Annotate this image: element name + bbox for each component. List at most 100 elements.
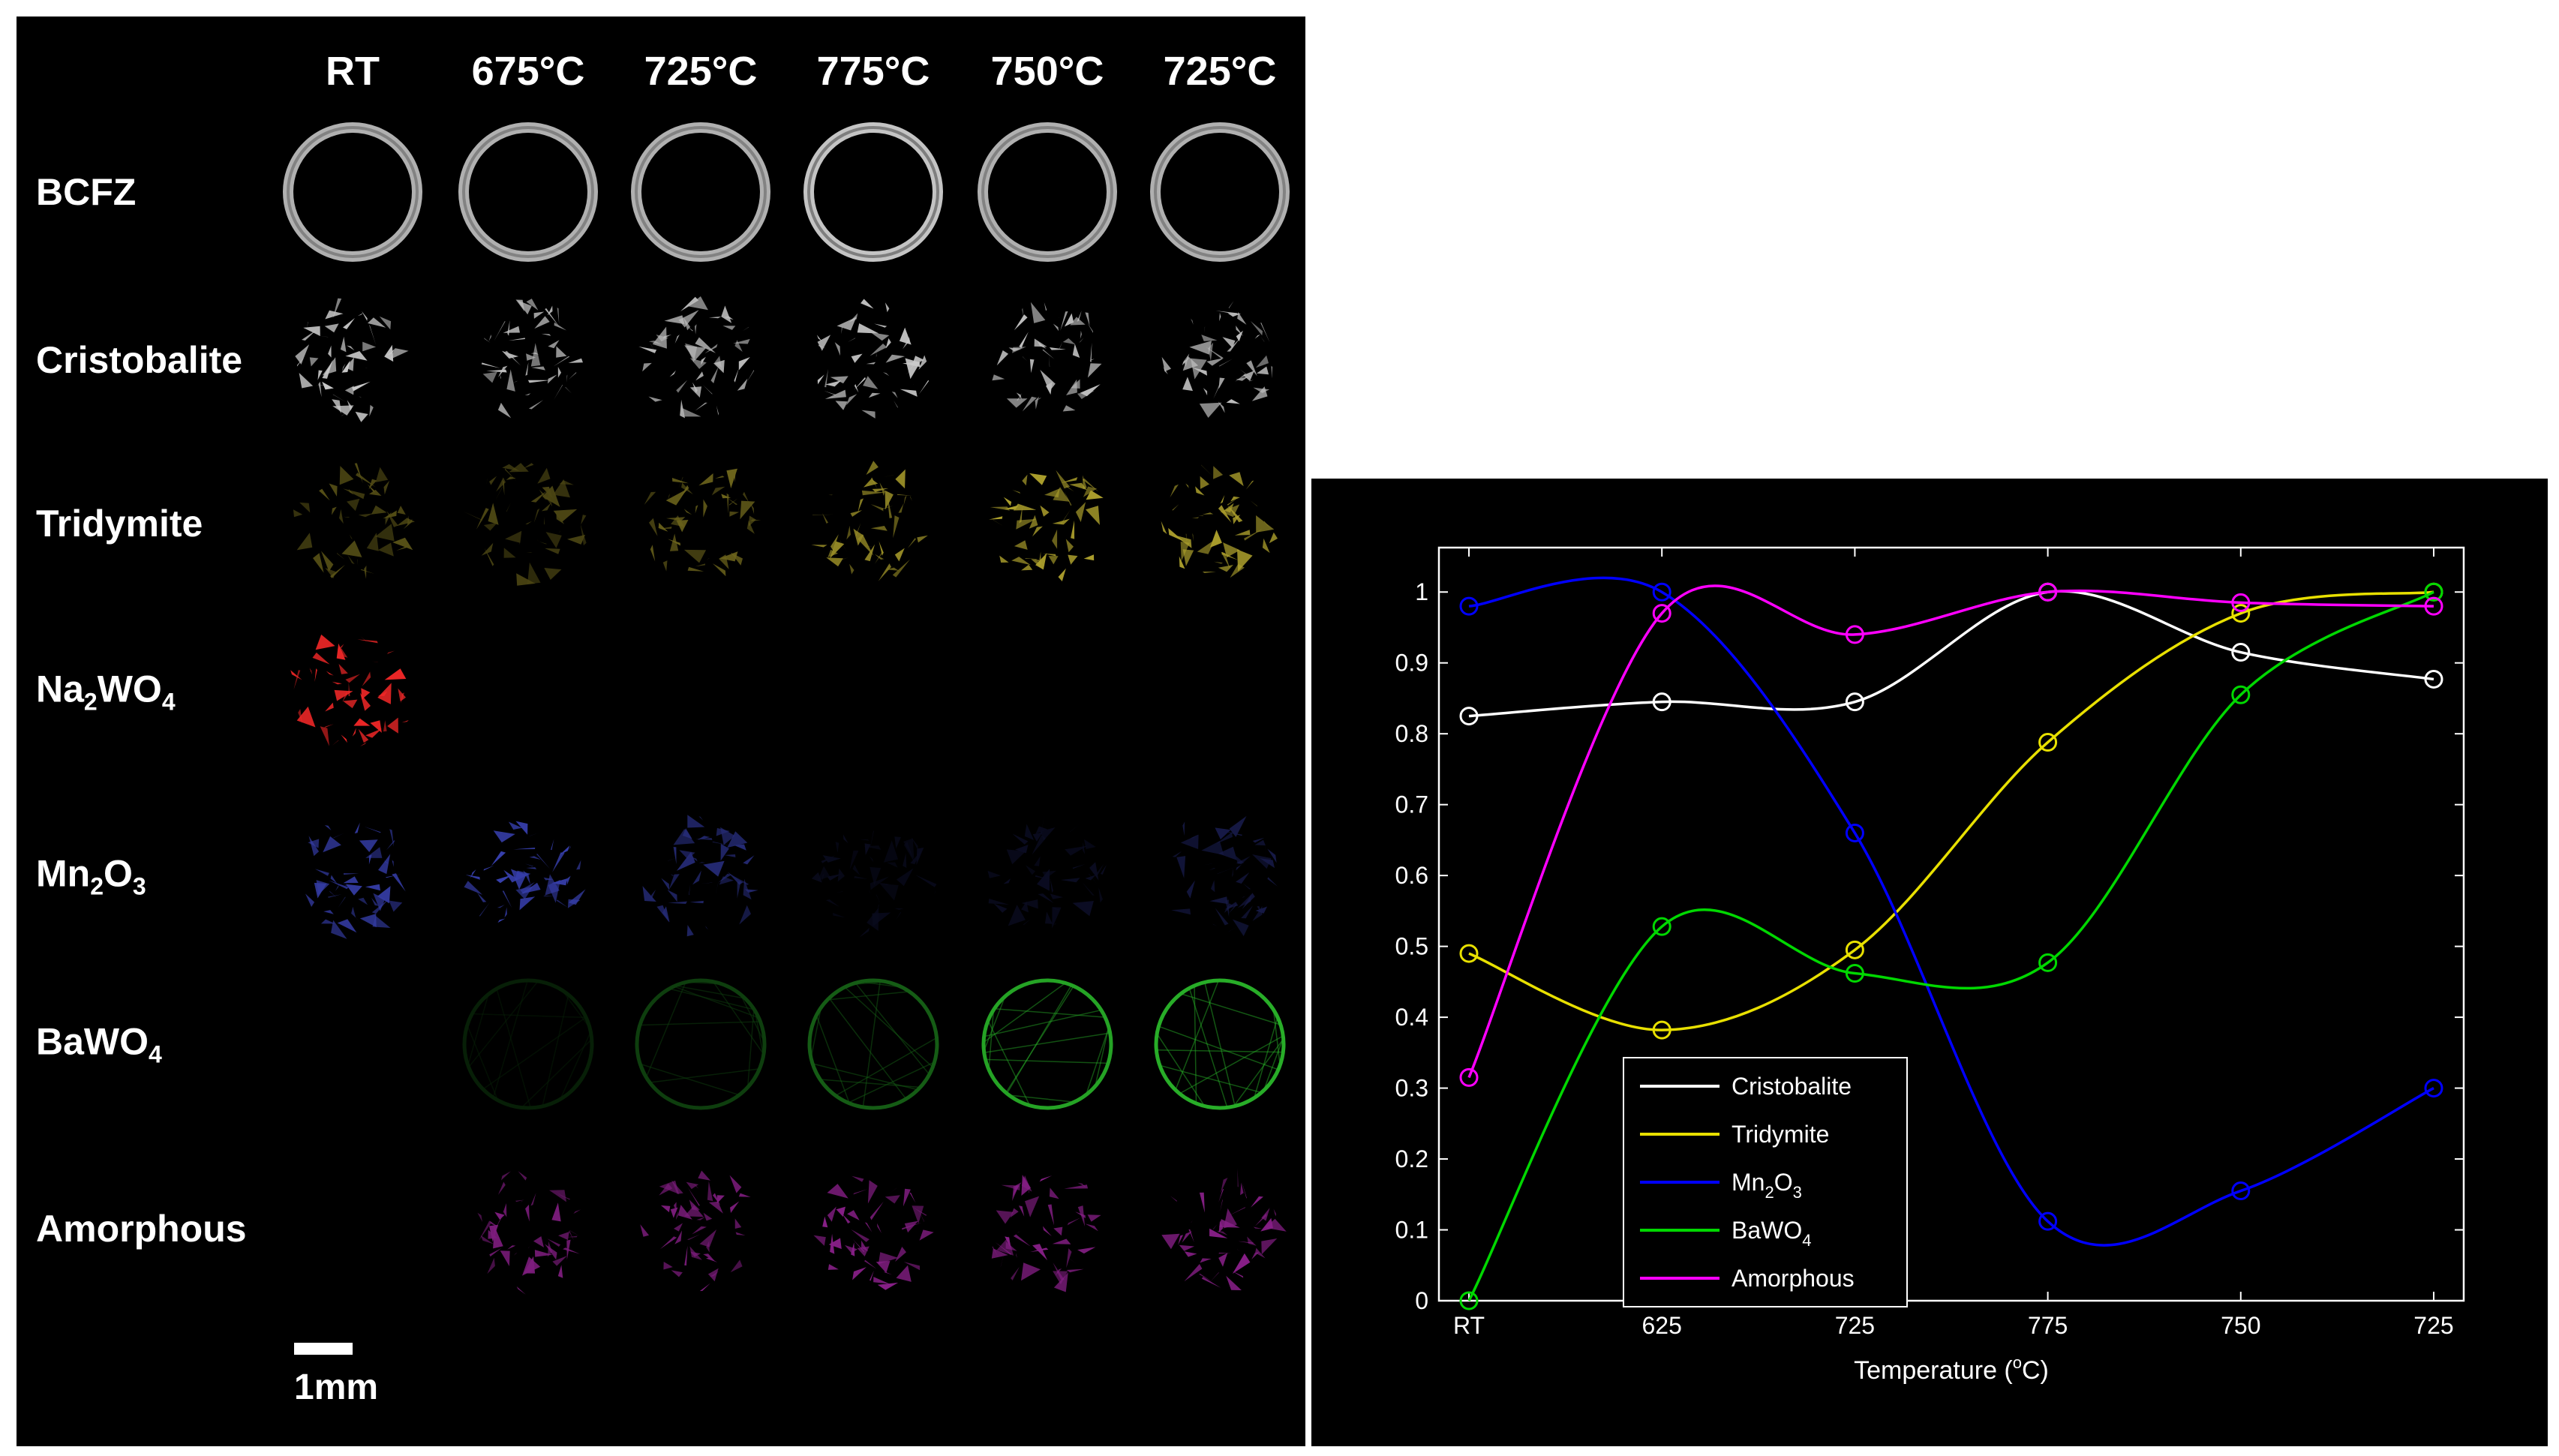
sample-image-bawo4 [635,978,767,1110]
line-chart: 0 0.1 0.2 0.3 0.4 0.5 0.6 0.7 0.8 0.9 1 RT 625 725 775… [1395,546,2465,1385]
data-point [1845,964,1864,983]
sample-image-amorphous [477,1171,581,1295]
column-label: 750°C [990,49,1104,94]
series-line-3 [1467,590,2434,1301]
sample-image-cristobalite [481,299,583,419]
x-tick-label: 750 [2221,1312,2260,1339]
sample-image-mn2o3 [305,822,406,939]
data-point [1459,707,1479,726]
data-point [1845,625,1864,644]
sample-image-cristobalite [992,302,1102,412]
legend-label-1: Tridymite [1732,1121,1829,1148]
series-line-2 [1468,576,2434,1247]
data-point [2424,596,2443,616]
data-point [1652,604,1671,623]
sample-image-amorphous [1161,1168,1287,1290]
data-point [1845,692,1864,712]
sample-image-bawo4 [1154,978,1286,1110]
y-tick-label: 0.4 [1395,1004,1428,1031]
sample-image-tridymite [293,463,415,579]
sample-image-cristobalite [295,298,409,422]
y-tick-label: 0.7 [1395,791,1428,818]
x-tick-label: 725 [2413,1312,2453,1339]
y-tick-label: 0.2 [1395,1145,1428,1172]
sample-image-tridymite [989,470,1104,581]
data-point [1459,944,1479,963]
sample-image-mn2o3 [987,811,1107,929]
y-tick-label: 0.5 [1395,933,1428,960]
x-axis-label: Temperature (oC) [1854,1353,2049,1385]
sample-image-tridymite [1161,464,1278,578]
column-label: 775°C [816,49,930,94]
data-point [1845,940,1864,959]
y-tick-label: 0.8 [1395,720,1428,747]
row-label-bcfz: BCFZ [36,171,137,213]
x-tick-label: 725 [1835,1312,1875,1339]
sample-image-cristobalite [638,296,755,419]
y-tick-label: 0.3 [1395,1075,1428,1102]
image-grid-panel: RT 675°C 725°C 775°C 750°C 725°C BCFZ Cristobal… [17,17,1305,1446]
sample-image-bcfz [631,122,770,262]
data-point [2038,1211,2058,1231]
column-label: RT [326,49,380,94]
sample-image-mn2o3 [464,821,586,925]
data-point [1652,582,1671,602]
sample-image-amorphous [640,1170,751,1292]
sample-image-bcfz [283,122,422,262]
legend-label-0: Cristobalite [1732,1073,1852,1100]
column-label: 725°C [1163,49,1277,94]
y-tick-label: 0 [1415,1287,1428,1314]
y-tick-label: 0.9 [1395,650,1428,677]
legend-label-2: Mn2O3 [1732,1169,1802,1202]
data-point [2231,593,2251,612]
scale-bar [294,1343,353,1355]
chart-panel: 0 0.1 0.2 0.3 0.4 0.5 0.6 0.7 0.8 0.9 1 RT 625 725 775… [1311,479,2548,1446]
data-point [2038,582,2058,602]
row-label-bawo4: BaWO4 [36,1020,162,1068]
data-point [2424,669,2443,689]
data-point [2424,1079,2443,1098]
data-point [1652,1020,1671,1040]
sample-image-mn2o3 [642,815,758,937]
column-label: 725°C [644,49,758,94]
sample-image-tridymite [463,463,587,586]
data-point [1459,596,1479,616]
sample-image-tridymite [644,468,761,577]
sample-image-bcfz [458,122,598,262]
row-label-cristobalite: Cristobalite [36,339,243,381]
sample-image-bawo4 [807,978,939,1110]
sample-image-amorphous [991,1175,1101,1292]
data-point [2231,643,2251,662]
row-label-tridymite: Tridymite [36,503,203,545]
sample-image-bcfz [1150,122,1290,262]
sample-image-bawo4 [462,978,594,1110]
row-label-na2wo4: Na2WO4 [36,668,176,716]
x-tick-label: RT [1453,1312,1485,1339]
data-point [2231,685,2251,704]
data-point [2231,1181,2251,1201]
sample-image-cristobalite [1161,301,1272,418]
data-point [1459,1067,1479,1087]
legend-label-3: BaWO4 [1732,1217,1811,1250]
sample-image-cristobalite [816,299,930,419]
series-line-1 [1468,590,2434,1031]
row-label-amorphous: Amorphous [36,1208,247,1250]
sample-image-bawo4 [981,978,1113,1110]
data-point [2424,582,2443,602]
x-tick-label: 775 [2028,1312,2068,1339]
column-label: 675°C [471,49,585,94]
sample-image-tridymite [811,461,928,581]
y-tick-label: 0.6 [1395,862,1428,889]
row-label-mn2o3: Mn2O3 [36,852,146,900]
data-point [2038,953,2058,972]
sample-image-bcfz [978,122,1117,262]
data-point [2038,733,2058,752]
sample-image-na2wo4 [290,634,409,747]
sample-image-bcfz [803,122,943,262]
series-line-0 [1468,590,2434,718]
scale-bar-label: 1mm [294,1367,379,1407]
sample-image-amorphous [813,1175,934,1290]
y-tick-label: 0.1 [1395,1217,1428,1244]
sample-image-mn2o3 [1171,815,1278,936]
legend-label-4: Amorphous [1732,1265,1855,1292]
